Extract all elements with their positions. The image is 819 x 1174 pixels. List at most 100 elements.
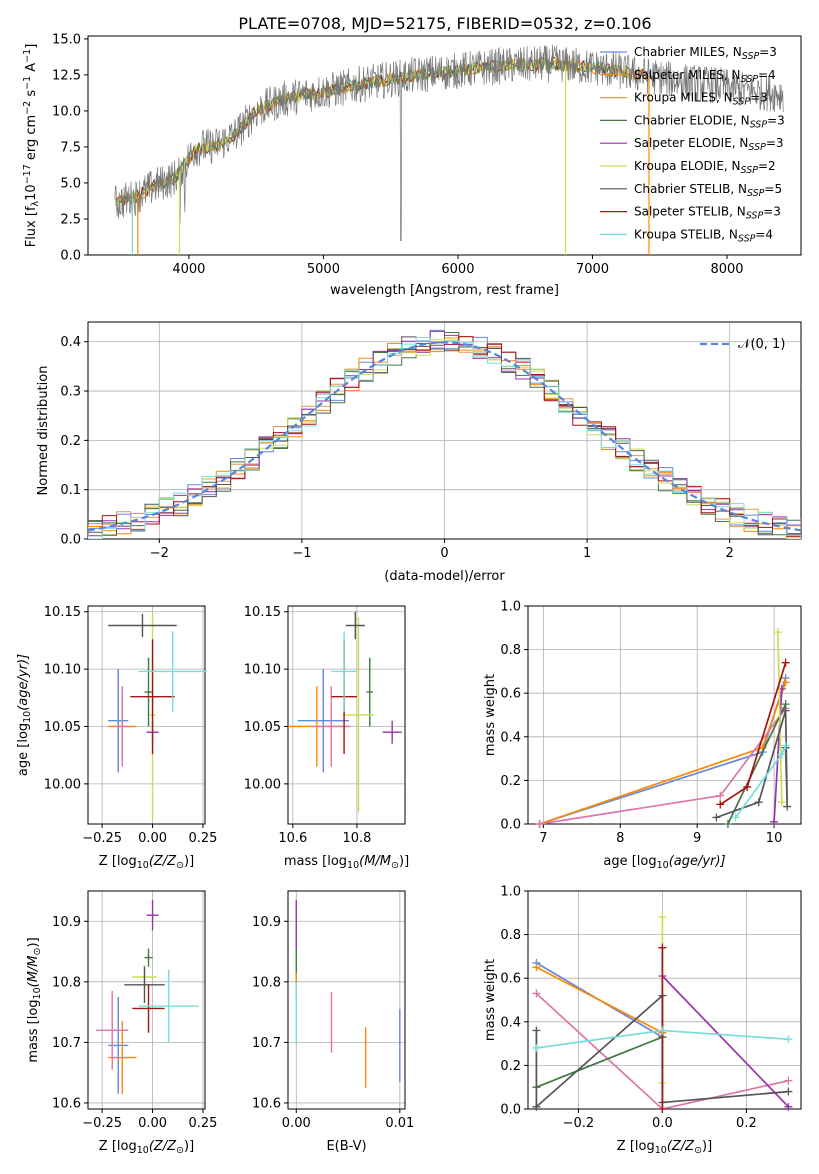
mass-vs-ebv-panel: 0.00 0.01 10.6 10.7 10.8 10.9 E(B-V) (252, 890, 414, 1154)
weight-z-line (536, 966, 663, 1034)
weight-vs-age-panel: 7 8 9 10 0.0 0.2 0.4 0.6 0.8 1.0 age [log10(age/yr… (483, 600, 802, 871)
legend-label-chabrier_stelib: Chabrier STELIB, NSSP=5 (634, 182, 782, 199)
weight-z-marker (784, 1102, 793, 1111)
weight-z-marker (532, 1043, 541, 1052)
y-tick-label: 0.6 (500, 687, 521, 702)
model-spectrum-chabrier_elodie (114, 57, 632, 205)
weight-age-line (727, 703, 787, 825)
spectrum-panel: 4000 5000 6000 7000 8000 0.0 2.5 5.0 7.5 10.0 12.5… (22, 32, 802, 298)
weight-age-marker (783, 802, 792, 811)
x-tick-label: −0.25 (82, 831, 122, 846)
y-tick-label: 10.7 (252, 1036, 281, 1051)
spectrum-lines (114, 44, 784, 255)
x-tick-label: 2 (726, 546, 734, 561)
mass-z-y-label: mass [log10(M/M⊙)] (26, 937, 43, 1062)
y-tick-label: 10.9 (252, 915, 281, 930)
age-vs-metallicity-panel: −0.25 0.00 0.25 10.00 10.05 10.10 10.15 Z [log1… (16, 605, 217, 871)
age-z-y-label: age [log10(age/yr)] (16, 654, 33, 776)
weight-z-marker (784, 1035, 793, 1044)
y-tick-label: 1.0 (500, 600, 521, 615)
y-tick-label: 10.8 (252, 975, 281, 990)
x-tick-label: 0.2 (736, 1116, 757, 1131)
x-tick-label: −0.25 (82, 1116, 122, 1131)
x-tick-label: 4000 (172, 262, 205, 277)
weight-z-marker (784, 1087, 793, 1096)
y-tick-label: 10.7 (52, 1036, 81, 1051)
y-tick-label: 0.8 (500, 928, 521, 943)
y-tick-label: 0.4 (500, 730, 521, 745)
weight-z-marker (658, 943, 667, 952)
weight-age-marker (781, 678, 790, 687)
y-tick-label: 10.0 (52, 104, 81, 119)
y-tick-label: 0.0 (500, 1103, 521, 1118)
legend-label-salpeter_miles: Salpeter MILES, NSSP=4 (634, 68, 776, 85)
y-tick-label: 0.4 (500, 1015, 521, 1030)
y-tick-label: 10.05 (44, 720, 81, 735)
weight-age-marker (716, 791, 725, 800)
spectrum-title: PLATE=0708, MJD=52175, FIBERID=0532, z=0… (238, 14, 651, 33)
y-tick-label: 0.0 (500, 818, 521, 833)
histogram-steps (88, 329, 801, 539)
residual-histogram-panel: −2 −1 0 1 2 0.0 0.1 0.2 0.3 0.4 𝒩(0, 1) (data-model… (36, 321, 802, 584)
weight-age-marker (770, 817, 779, 826)
y-tick-label: 0.0 (60, 533, 81, 548)
x-tick-label: 8 (616, 831, 624, 846)
y-tick-label: 10.10 (44, 663, 81, 678)
y-tick-label: 10.6 (52, 1096, 81, 1111)
x-tick-label: 7 (539, 831, 547, 846)
x-tick-label: −0.2 (563, 1116, 595, 1131)
weight-z-marker (658, 913, 667, 922)
legend-label-salpeter_elodie: Salpeter ELODIE, NSSP=3 (634, 136, 784, 153)
y-tick-label: 10.15 (44, 605, 81, 620)
x-tick-label: 0.00 (138, 1116, 167, 1131)
axes-frame (287, 605, 406, 825)
weight-z-marker (784, 1076, 793, 1085)
model-spectrum-kroupa_elodie (114, 55, 632, 206)
weight-age-line (777, 632, 783, 803)
spectrum-y-label: Flux [fλ10−17 erg cm−2 s−1 A−1] (22, 44, 41, 248)
y-tick-label: 15.0 (52, 32, 81, 47)
weight-age-marker (777, 750, 786, 759)
legend-label-salpeter_stelib: Salpeter STELIB, NSSP=3 (634, 205, 781, 222)
axes-frame (87, 35, 802, 256)
weight-age-marker (743, 782, 752, 791)
weight-age-marker (781, 658, 790, 667)
y-tick-label: 0.1 (60, 483, 81, 498)
y-tick-label: 0.2 (500, 774, 521, 789)
x-tick-label: 9 (693, 831, 701, 846)
weight-z-marker (658, 1105, 667, 1113)
axes-frame (87, 890, 206, 1110)
gaussian-curve (88, 341, 801, 532)
weight-z-line (536, 1036, 663, 1088)
x-tick-label: 6000 (441, 262, 474, 277)
x-tick-label: −1 (292, 546, 311, 561)
axes-frame (87, 321, 802, 540)
age-z-x-label: Z [log10(Z/Z⊙)] (99, 854, 194, 871)
weight-age-line (539, 682, 787, 825)
y-tick-label: 12.5 (52, 68, 81, 83)
weight-age-marker (777, 798, 786, 807)
weight-age-y-label: mass weight (483, 674, 498, 756)
weight-age-marker (754, 798, 763, 807)
y-tick-label: 0.0 (60, 249, 81, 264)
weight-z-marker (532, 1102, 541, 1111)
y-tick-label: 0.4 (60, 335, 81, 350)
mass-ebv-x-label: E(B-V) (326, 1139, 366, 1154)
weight-z-marker (532, 963, 541, 972)
x-tick-label: −2 (150, 546, 169, 561)
weight-z-marker (532, 1026, 541, 1035)
legend-label-chabrier_elodie: Chabrier ELODIE, NSSP=3 (634, 113, 785, 130)
spectrum-x-label: wavelength [Angstrom, rest frame] (330, 283, 559, 298)
y-tick-label: 10.15 (244, 605, 281, 620)
axes-frame (287, 890, 406, 1110)
legend-label-kroupa_elodie: Kroupa ELODIE, NSSP=2 (634, 159, 776, 176)
weight-age-marker (781, 706, 790, 715)
y-tick-label: 5.0 (60, 176, 81, 191)
y-tick-label: 2.5 (60, 212, 81, 227)
x-tick-label: 0.00 (138, 831, 167, 846)
mass-vs-metallicity-panel: −0.25 0.00 0.25 10.6 10.7 10.8 10.9 Z [log10(Z/… (26, 890, 217, 1156)
y-tick-label: 10.00 (244, 777, 281, 792)
x-tick-label: 7000 (576, 262, 609, 277)
weight-age-marker (712, 813, 721, 822)
